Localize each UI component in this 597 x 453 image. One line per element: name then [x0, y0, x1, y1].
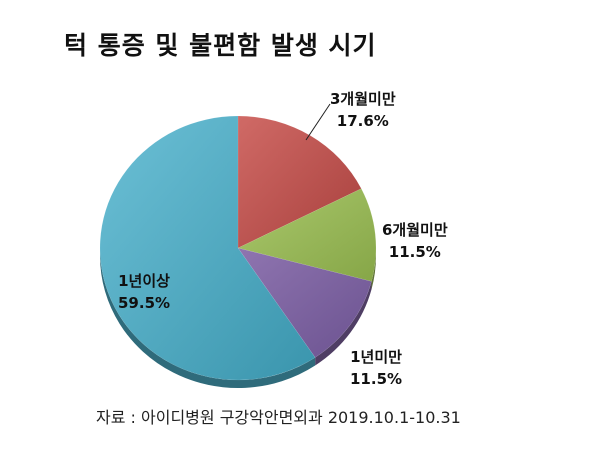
slice-label-under-1year: 1년미만 11.5%	[350, 346, 402, 390]
slice-name-6months: 6개월미만	[382, 221, 448, 239]
slice-side-over-1year	[100, 248, 316, 389]
slice-value-6months: 11.5%	[388, 243, 441, 261]
slice-value-over-1year: 59.5%	[118, 294, 171, 312]
slice-name-over-1year: 1년이상	[118, 272, 170, 290]
slice-name-3months: 3개월미만	[330, 90, 396, 108]
leader-line-3months	[305, 103, 331, 141]
slice-label-over-1year: 1년이상 59.5%	[118, 270, 170, 314]
pie-slice-under-1year	[237, 247, 372, 358]
pie-slice-3months	[237, 115, 362, 249]
slice-label-6months: 6개월미만 11.5%	[382, 219, 448, 263]
slice-side-6months	[371, 248, 376, 290]
slice-label-3months: 3개월미만 17.6%	[330, 88, 396, 132]
slice-name-under-1year: 1년미만	[350, 348, 402, 366]
pie-slice-over-1year	[99, 115, 316, 381]
pie-slice-6months	[237, 188, 377, 282]
source-note: 자료 : 아이디병원 구강악안면외과 2019.10.1-10.31	[96, 408, 461, 427]
chart-title: 턱 통증 및 불편함 발생 시기	[64, 31, 377, 60]
slice-value-3months: 17.6%	[336, 112, 389, 130]
slice-side-under-1year	[315, 281, 372, 366]
slice-value-under-1year: 11.5%	[350, 370, 403, 388]
